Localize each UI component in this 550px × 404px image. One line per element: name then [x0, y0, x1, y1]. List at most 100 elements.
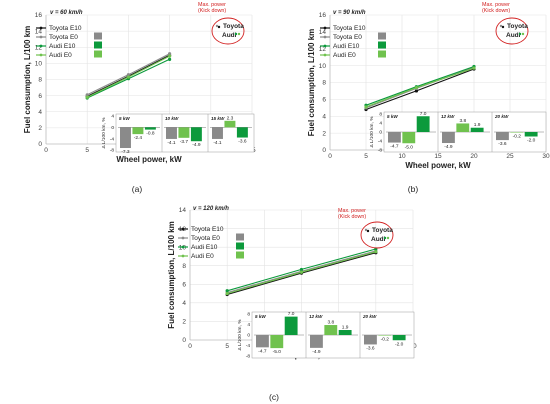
y-tick-label: 4	[38, 109, 42, 116]
legend-marker	[39, 26, 43, 30]
inset-bar	[338, 330, 352, 335]
inset-bar-label: -0.8	[146, 131, 155, 137]
inset-bar	[256, 335, 269, 348]
panel-caption: (b)	[408, 184, 419, 194]
inset-bar-label: 2.3	[227, 115, 234, 121]
inset-y-tick: -4	[378, 139, 383, 145]
legend: Toyota E10 Toyota E0 Audi E10 Audi E0	[320, 25, 386, 59]
inset-bar-label: -0.2	[381, 337, 390, 343]
legend-bar-swatch	[236, 233, 244, 241]
data-point	[414, 85, 418, 90]
inset-bar-label: -3.6	[498, 141, 507, 147]
annotation-point	[364, 228, 368, 232]
legend-bar-swatch	[94, 41, 102, 49]
legend-label: Audi E0	[49, 52, 72, 59]
chart-panel-c: 02468101214051015202530Wheel power, kWFu…	[167, 206, 417, 402]
inset-bar-chart: 8 4 0 -4 -8Δ L/100 km, % 5 kW -4.7 -5.0 7.0 12 kW…	[369, 111, 547, 154]
data-point	[364, 105, 368, 109]
inset-bar-label: -7.3	[121, 149, 130, 155]
x-tick-label: 10	[398, 153, 406, 160]
inset-bar-label: 3.8	[327, 320, 334, 326]
inset-bar-label: -3.6	[366, 345, 375, 351]
y-tick-label: 6	[322, 97, 326, 104]
inset-bar-label: -3.6	[238, 139, 247, 145]
y-tick-label: 0	[38, 141, 42, 148]
annotation-point	[383, 236, 387, 240]
y-tick-label: 0	[182, 337, 186, 344]
legend-bar-swatch	[378, 32, 386, 40]
data-point	[299, 267, 304, 272]
inset-bar-label: 7.0	[420, 111, 427, 117]
y-axis-label: Fuel consumption, L/100 km	[167, 221, 176, 329]
data-point	[85, 93, 89, 97]
x-tick-label: 5	[85, 147, 89, 154]
annotation-audi-label: Audi	[222, 32, 237, 39]
panel-caption: (c)	[269, 392, 279, 402]
y-tick-label: 8	[322, 80, 326, 87]
y-tick-label: 8	[38, 77, 42, 84]
legend-bar-swatch	[94, 32, 102, 40]
annotation-point	[521, 32, 525, 36]
inset-bar-label: 3.8	[459, 118, 466, 124]
legend-marker	[323, 35, 327, 39]
inset-y-label: Δ L/100 km, %	[101, 117, 107, 149]
annotation-circle	[495, 17, 529, 45]
inset-bar	[236, 127, 248, 138]
inset-bar	[402, 132, 416, 144]
x-tick-label: 0	[188, 343, 192, 350]
data-point	[374, 250, 378, 254]
inset-y-tick: -8	[246, 354, 251, 360]
legend-label: Toyota E0	[333, 34, 362, 41]
inset-group-label: 12 kW	[441, 114, 455, 119]
inset-bar	[496, 132, 509, 141]
legend-bar-swatch	[94, 50, 102, 58]
data-point	[168, 52, 172, 56]
inset-bar-label: -4.9	[192, 142, 201, 148]
inset-bar	[378, 335, 392, 336]
y-tick-label: 12	[319, 46, 327, 53]
inset-group-label: 5 kW	[119, 116, 130, 121]
inset-bar-label: -4.1	[213, 140, 222, 146]
inset-y-label: Δ L/100 km, %	[237, 319, 243, 351]
inset-bar	[144, 127, 156, 130]
legend-label: Toyota E0	[49, 34, 78, 41]
panel-caption: (a)	[132, 184, 143, 194]
inset-bar	[310, 335, 323, 348]
annotation-point	[386, 236, 390, 240]
inset-y-tick: 0	[379, 130, 382, 136]
inset-group-label: 15 kW	[211, 116, 225, 121]
legend-label: Toyota E10	[333, 25, 366, 32]
y-tick-label: 2	[322, 130, 326, 137]
annotation-point	[366, 229, 370, 233]
y-tick-label: 6	[182, 281, 186, 288]
annotation-max-power: Max. power	[198, 2, 226, 8]
y-tick-label: 14	[35, 28, 43, 35]
y-axis-label: Fuel consumption, L/100 km	[307, 29, 316, 137]
legend-label: Audi E0	[333, 52, 356, 59]
speed-label: v = 60 km/h	[50, 10, 83, 16]
y-tick-label: 2	[38, 125, 42, 132]
series-line-toyota-e10	[365, 68, 475, 111]
inset-bar-label: -4.9	[444, 144, 453, 150]
annotation-max-power: Max. power	[338, 208, 366, 214]
y-axis-label: Fuel consumption, L/100 km	[23, 26, 32, 134]
inset-bar-label: -2.0	[395, 341, 404, 347]
y-tick-label: 14	[179, 207, 187, 214]
legend-marker	[323, 26, 327, 30]
annotation-toyota-label: Toyota	[507, 23, 528, 30]
annotation-point	[234, 32, 238, 36]
inset-bar	[524, 132, 538, 137]
chart-panel-b: 0 2 4 6 8 10 12 14 16 0 5 10 15 20 25 30 Wheel power, kW…	[307, 2, 550, 194]
annotation-point	[501, 25, 505, 29]
legend-label: Audi E10	[191, 244, 218, 251]
inset-bar-label: -3.7	[180, 139, 189, 145]
inset-bar-label: -4.7	[258, 348, 267, 354]
legend-label: Toyota E10	[191, 226, 224, 233]
legend-marker	[181, 227, 185, 231]
inset-y-tick: 0	[111, 125, 114, 131]
y-tick-label: 8	[182, 263, 186, 270]
legend-marker	[39, 44, 43, 48]
y-tick-label: 0	[322, 147, 326, 154]
data-point	[414, 89, 418, 93]
